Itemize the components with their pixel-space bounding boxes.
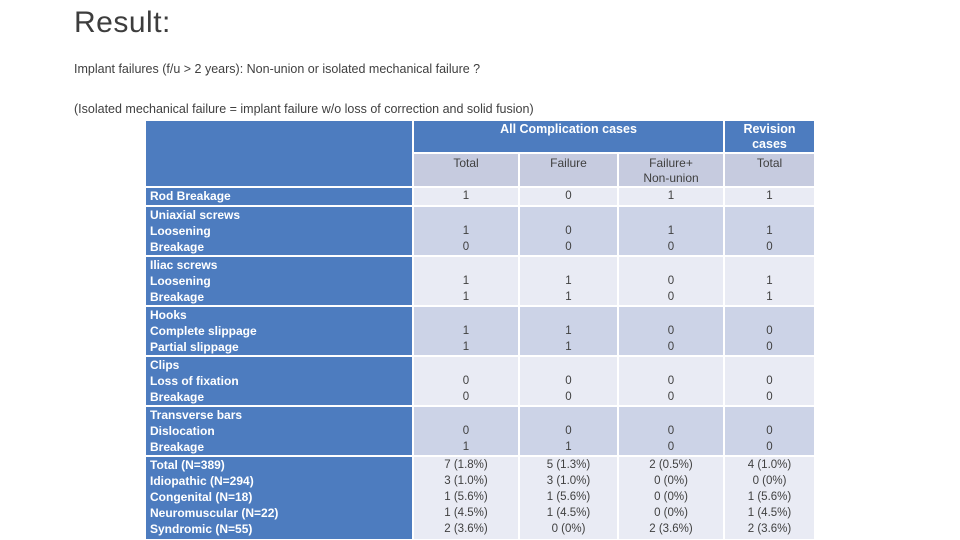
data-cell: 0 0 [520, 357, 617, 405]
data-cell: 2 (0.5%) 0 (0%) 0 (0%) 0 (0%) 2 (3.6%) [619, 457, 723, 539]
data-cell: 1 1 [725, 257, 814, 305]
data-cell: 0 [520, 188, 617, 205]
data-cell: 7 (1.8%) 3 (1.0%) 1 (5.6%) 1 (4.5%) 2 (3… [414, 457, 518, 539]
data-cell: 1 1 [520, 307, 617, 355]
data-cell: 5 (1.3%) 3 (1.0%) 1 (5.6%) 1 (4.5%) 0 (0… [520, 457, 617, 539]
data-cell: 1 0 [414, 207, 518, 255]
data-cell: 0 0 [725, 407, 814, 455]
data-cell: 0 1 [414, 407, 518, 455]
subheader-failure: Failure [520, 154, 617, 186]
subtitle-definition: (Isolated mechanical failure = implant f… [74, 102, 534, 116]
data-cell: 0 0 [414, 357, 518, 405]
subtitle-implant-failures: Implant failures (f/u > 2 years): Non-un… [74, 62, 481, 76]
row-label-rod-breakage: Rod Breakage [146, 188, 412, 205]
subheader-revision-total: Total [725, 154, 814, 186]
table-corner-cell [146, 121, 412, 186]
page-title: Result: [74, 6, 171, 39]
row-label-clips: Clips Loss of fixation Breakage [146, 357, 412, 405]
data-cell: 1 1 [414, 257, 518, 305]
data-cell: 0 0 [520, 207, 617, 255]
data-cell: 1 0 [725, 207, 814, 255]
row-label-hooks: Hooks Complete slippage Partial slippage [146, 307, 412, 355]
row-label-transverse-bars: Transverse bars Dislocation Breakage [146, 407, 412, 455]
data-cell: 1 [414, 188, 518, 205]
data-cell: 1 1 [414, 307, 518, 355]
data-cell: 0 0 [619, 407, 723, 455]
subheader-failure-nonunion: Failure+ Non-union [619, 154, 723, 186]
data-cell: 0 0 [619, 257, 723, 305]
data-cell: 1 0 [619, 207, 723, 255]
subheader-total: Total [414, 154, 518, 186]
header-all-complication-cases: All Complication cases [414, 121, 723, 152]
data-cell: 0 1 [520, 407, 617, 455]
data-cell: 1 [725, 188, 814, 205]
data-cell: 0 0 [619, 307, 723, 355]
results-table: All Complication cases Revision cases To… [146, 121, 814, 539]
row-label-totals: Total (N=389) Idiopathic (N=294) Congeni… [146, 457, 412, 539]
row-label-iliac-screws: Iliac screws Loosening Breakage [146, 257, 412, 305]
data-cell: 4 (1.0%) 0 (0%) 1 (5.6%) 1 (4.5%) 2 (3.6… [725, 457, 814, 539]
data-cell: 1 1 [520, 257, 617, 305]
data-cell: 0 0 [725, 357, 814, 405]
row-label-uniaxial-screws: Uniaxial screws Loosening Breakage [146, 207, 412, 255]
data-cell: 1 [619, 188, 723, 205]
data-cell: 0 0 [619, 357, 723, 405]
data-cell: 0 0 [725, 307, 814, 355]
header-revision-cases: Revision cases [725, 121, 814, 152]
